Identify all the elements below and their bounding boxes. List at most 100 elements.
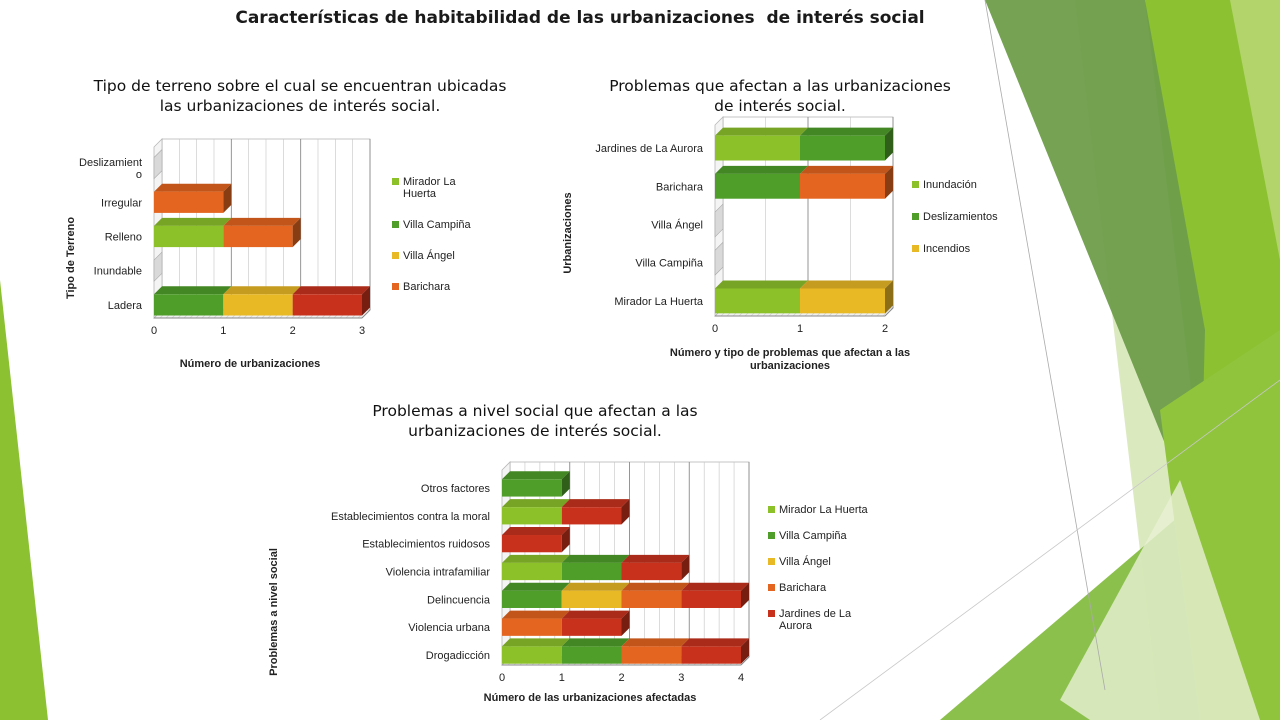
x-axis-edge bbox=[884, 307, 894, 317]
bar-top bbox=[154, 286, 232, 295]
bar-end bbox=[223, 183, 232, 213]
deco-line bbox=[819, 379, 1280, 720]
chart2-title: Problemas que afectan a las urbanizacion… bbox=[560, 76, 1000, 116]
legend-label: Inundación bbox=[923, 179, 977, 191]
x-axis-title: Número y tipo de problemas que afectan a… bbox=[670, 347, 910, 359]
bar-end bbox=[741, 582, 749, 608]
category-label: Villa Ángel bbox=[651, 219, 703, 232]
chart1-title-line2: las urbanizaciones de interés social. bbox=[159, 97, 441, 115]
bar-segment bbox=[800, 135, 885, 161]
category-label: o bbox=[136, 169, 142, 181]
category-label: Delincuencia bbox=[427, 594, 491, 606]
bar-top bbox=[502, 471, 570, 480]
bar-end bbox=[621, 499, 630, 525]
empty-bar-stub bbox=[153, 148, 163, 180]
bar-top bbox=[154, 217, 232, 226]
bar-end bbox=[621, 610, 630, 636]
legend-swatch bbox=[768, 558, 775, 565]
bar-segment bbox=[561, 562, 622, 581]
bar-end bbox=[362, 286, 370, 316]
x-tick-label: 4 bbox=[738, 672, 744, 684]
bar-end bbox=[885, 127, 893, 161]
bar-segment bbox=[154, 294, 224, 316]
legend-swatch bbox=[392, 221, 399, 228]
legend-swatch bbox=[392, 178, 399, 185]
x-tick-label: 1 bbox=[559, 672, 565, 684]
legend-label: Mirador La Huerta bbox=[779, 504, 869, 516]
bar-segment bbox=[800, 288, 885, 314]
category-label: Violencia urbana bbox=[408, 622, 491, 634]
x-tick-label: 2 bbox=[882, 323, 888, 335]
bar-top bbox=[561, 610, 630, 619]
bar-top bbox=[502, 499, 570, 508]
bar-segment bbox=[223, 294, 293, 316]
bar-end bbox=[561, 527, 570, 553]
y-axis-title: Urbanizaciones bbox=[562, 192, 574, 273]
x-tick-label: 0 bbox=[712, 323, 718, 335]
x-tick-label: 2 bbox=[618, 672, 624, 684]
x-axis-title: Número de las urbanizaciones afectadas bbox=[484, 692, 697, 704]
bar-top bbox=[681, 582, 749, 591]
legend-label: Villa Ángel bbox=[403, 249, 455, 262]
x-tick-label: 3 bbox=[678, 672, 684, 684]
category-label: Barichara bbox=[656, 181, 704, 193]
category-label: Establecimientos ruidosos bbox=[362, 539, 490, 551]
bar-top bbox=[681, 638, 749, 647]
legend-label: Aurora bbox=[779, 620, 813, 632]
x-tick-label: 1 bbox=[220, 325, 226, 337]
category-label: Villa Campiña bbox=[635, 258, 704, 270]
chart3-title: Problemas a nivel social que afectan a l… bbox=[290, 401, 780, 441]
category-label: Inundable bbox=[94, 266, 142, 278]
category-label: Relleno bbox=[105, 232, 142, 244]
legend-swatch bbox=[392, 283, 399, 290]
bar-end bbox=[681, 554, 690, 581]
deco-line bbox=[984, 0, 1106, 691]
bar-segment bbox=[561, 646, 622, 664]
category-label: Ladera bbox=[108, 300, 143, 312]
bar-top bbox=[292, 286, 370, 295]
legend-swatch bbox=[912, 181, 919, 188]
x-axis-title: urbanizaciones bbox=[750, 360, 830, 372]
legend-label: Mirador La bbox=[403, 176, 456, 188]
deco-triangle bbox=[985, 0, 1205, 530]
chart2-title-line2: de interés social. bbox=[714, 97, 846, 115]
bar-segment bbox=[715, 135, 800, 161]
x-tick-label: 1 bbox=[797, 323, 803, 335]
x-axis-edge bbox=[361, 309, 371, 319]
bar-segment bbox=[715, 288, 800, 314]
chart1-title-line1: Tipo de terreno sobre el cual se encuent… bbox=[93, 77, 507, 95]
bar-segment bbox=[621, 646, 682, 664]
deco-triangle bbox=[1060, 480, 1260, 720]
chart1-title: Tipo de terreno sobre el cual se encuent… bbox=[40, 76, 560, 116]
chart3-title-line1: Problemas a nivel social que afectan a l… bbox=[372, 402, 698, 420]
bar-top bbox=[502, 554, 570, 563]
legend-swatch bbox=[392, 252, 399, 259]
legend-swatch bbox=[768, 584, 775, 591]
legend-swatch bbox=[912, 213, 919, 220]
category-label: Deslizamient bbox=[79, 157, 142, 169]
x-tick-label: 3 bbox=[359, 325, 365, 337]
bar-top bbox=[561, 554, 630, 563]
legend-label: Deslizamientos bbox=[923, 211, 998, 223]
bar-segment bbox=[502, 562, 562, 581]
legend-swatch bbox=[768, 506, 775, 513]
empty-bar-stub bbox=[153, 251, 163, 283]
bar-segment bbox=[154, 191, 224, 213]
category-label: Mirador La Huerta bbox=[614, 296, 704, 308]
bar-segment bbox=[502, 479, 562, 497]
bar-segment bbox=[223, 225, 293, 248]
category-label: Irregular bbox=[101, 197, 142, 209]
category-label: Establecimientos contra la moral bbox=[331, 511, 490, 523]
bar-end bbox=[885, 280, 893, 314]
y-axis-title: Tipo de Terreno bbox=[65, 217, 77, 299]
bar-segment bbox=[502, 618, 562, 636]
category-label: Drogadicción bbox=[426, 650, 490, 662]
bar-top bbox=[502, 527, 570, 536]
bar-segment bbox=[292, 294, 362, 316]
bar-segment bbox=[561, 618, 622, 636]
bar-top bbox=[800, 127, 893, 136]
